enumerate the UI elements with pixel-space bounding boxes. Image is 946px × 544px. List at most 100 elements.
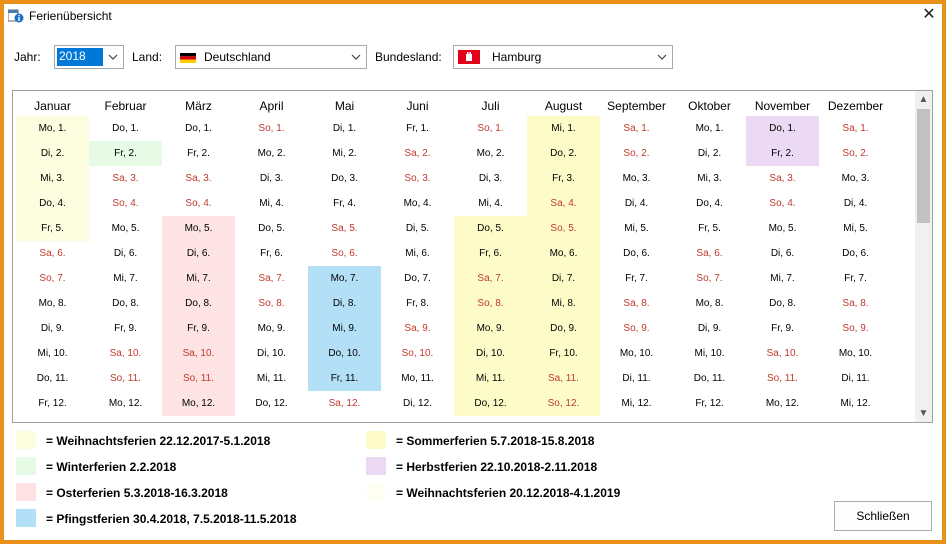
day-cell[interactable]: Fr, 11. (308, 366, 381, 391)
day-cell[interactable]: Di, 11. (622, 373, 651, 384)
day-cell[interactable]: Di, 4. (624, 198, 649, 209)
day-cell[interactable]: Mi, 5. (624, 223, 649, 234)
day-cell[interactable]: Mo, 12. (108, 398, 143, 409)
day-cell[interactable]: So, 2. (623, 148, 650, 159)
scrollbar-thumb[interactable] (917, 109, 930, 223)
day-cell[interactable]: So, 3. (404, 173, 431, 184)
day-cell[interactable]: Mi, 4. (259, 198, 284, 209)
day-cell[interactable]: Mi, 11. (454, 366, 527, 391)
day-cell[interactable]: Mo, 8. (695, 298, 724, 309)
scroll-down-icon[interactable]: ▼ (918, 408, 929, 419)
day-cell[interactable]: Mo, 9. (454, 316, 527, 341)
day-cell[interactable]: Do, 12. (454, 391, 527, 416)
day-cell[interactable]: Do, 9. (527, 316, 600, 341)
day-cell[interactable]: So, 10. (401, 348, 434, 359)
day-cell[interactable]: Do, 8. (162, 291, 235, 316)
day-cell[interactable]: So, 11. (110, 373, 141, 384)
day-cell[interactable]: So, 4. (112, 198, 139, 209)
day-cell[interactable]: Mo, 1. (695, 123, 724, 134)
day-cell[interactable]: Mi, 12. (621, 398, 652, 409)
day-cell[interactable]: So, 11. (767, 373, 798, 384)
day-cell[interactable]: Mo, 9. (257, 323, 286, 334)
day-cell[interactable]: Do, 11. (693, 373, 726, 384)
day-cell[interactable]: Mi, 5. (843, 223, 868, 234)
day-cell[interactable]: Sa, 5. (331, 223, 358, 234)
scroll-up-icon[interactable]: ▲ (918, 94, 929, 105)
day-cell[interactable]: Fr, 8. (406, 298, 429, 309)
day-cell[interactable]: Mi, 7. (113, 273, 138, 284)
day-cell[interactable]: Fr, 1. (406, 123, 429, 134)
day-cell[interactable]: Di, 3. (478, 173, 503, 184)
day-cell[interactable]: So, 12. (527, 391, 600, 416)
day-cell[interactable]: Di, 9. (40, 323, 65, 334)
day-cell[interactable]: Do, 7. (404, 273, 431, 284)
day-cell[interactable]: Sa, 7. (258, 273, 285, 284)
day-cell[interactable]: Sa, 1. (842, 123, 869, 134)
day-cell[interactable]: Do, 8. (112, 298, 139, 309)
day-cell[interactable]: Di, 12. (403, 398, 432, 409)
day-cell[interactable]: Fr, 2. (187, 148, 210, 159)
day-cell[interactable]: Mo, 5. (111, 223, 140, 234)
day-cell[interactable]: So, 8. (258, 298, 285, 309)
day-cell[interactable]: Mi, 12. (840, 398, 871, 409)
day-cell[interactable]: Fr, 2. (89, 141, 162, 166)
day-cell[interactable]: Do, 4. (16, 191, 89, 216)
day-cell[interactable]: Di, 10. (257, 348, 286, 359)
day-cell[interactable]: Mi, 11. (256, 373, 287, 384)
vertical-scrollbar[interactable]: ▲ ▼ (915, 91, 932, 422)
day-cell[interactable]: Mi, 7. (162, 266, 235, 291)
day-cell[interactable]: Mo, 2. (257, 148, 286, 159)
day-cell[interactable]: Di, 6. (770, 248, 795, 259)
day-cell[interactable]: Do, 12. (255, 398, 288, 409)
day-cell[interactable]: Mo, 3. (622, 173, 651, 184)
day-cell[interactable]: Do, 5. (258, 223, 285, 234)
day-cell[interactable]: Do, 8. (769, 298, 796, 309)
day-cell[interactable]: Fr, 12. (695, 398, 724, 409)
day-cell[interactable]: Mo, 8. (38, 298, 67, 309)
day-cell[interactable]: Sa, 4. (527, 191, 600, 216)
close-button[interactable]: Schließen (834, 501, 932, 531)
day-cell[interactable]: Di, 2. (697, 148, 722, 159)
day-cell[interactable]: Fr, 12. (38, 398, 67, 409)
close-icon[interactable]: ✕ (922, 6, 936, 23)
day-cell[interactable]: Mi, 4. (478, 198, 503, 209)
day-cell[interactable]: Do, 4. (696, 198, 723, 209)
day-cell[interactable]: Mi, 10. (37, 348, 68, 359)
day-cell[interactable]: Sa, 8. (623, 298, 650, 309)
day-cell[interactable]: Sa, 9. (404, 323, 431, 334)
day-cell[interactable]: So, 9. (842, 323, 869, 334)
day-cell[interactable]: Mo, 12. (162, 391, 235, 416)
day-cell[interactable]: So, 1. (258, 123, 285, 134)
day-cell[interactable]: Sa, 3. (185, 173, 212, 184)
day-cell[interactable]: So, 1. (477, 123, 504, 134)
day-cell[interactable]: Fr, 6. (454, 241, 527, 266)
day-cell[interactable]: Do, 1. (185, 123, 212, 134)
day-cell[interactable]: Sa, 11. (527, 366, 600, 391)
day-cell[interactable]: Fr, 4. (333, 198, 356, 209)
day-cell[interactable]: Sa, 3. (769, 173, 796, 184)
day-cell[interactable]: So, 6. (331, 248, 358, 259)
day-cell[interactable]: Sa, 12. (328, 398, 361, 409)
day-cell[interactable]: Sa, 1. (623, 123, 650, 134)
day-cell[interactable]: Mi, 2. (332, 148, 357, 159)
day-cell[interactable]: Sa, 10. (109, 348, 142, 359)
day-cell[interactable]: Mo, 11. (401, 373, 434, 384)
day-cell[interactable]: So, 5. (527, 216, 600, 241)
day-cell[interactable]: Di, 7. (527, 266, 600, 291)
day-cell[interactable]: Do, 2. (527, 141, 600, 166)
day-cell[interactable]: Mo, 5. (768, 223, 797, 234)
day-cell[interactable]: Fr, 9. (114, 323, 137, 334)
day-cell[interactable]: Mo, 5. (162, 216, 235, 241)
day-cell[interactable]: Mo, 12. (765, 398, 800, 409)
day-cell[interactable]: Fr, 2. (746, 141, 819, 166)
day-cell[interactable]: Fr, 10. (527, 341, 600, 366)
day-cell[interactable]: Di, 9. (697, 323, 722, 334)
day-cell[interactable]: Di, 4. (843, 198, 868, 209)
day-cell[interactable]: Sa, 6. (39, 248, 66, 259)
day-cell[interactable]: So, 7. (696, 273, 723, 284)
day-cell[interactable]: Do, 1. (746, 116, 819, 141)
day-cell[interactable]: Mo, 4. (403, 198, 432, 209)
year-select[interactable]: 2018 (54, 45, 124, 69)
day-cell[interactable]: Di, 6. (113, 248, 138, 259)
day-cell[interactable]: Do, 1. (112, 123, 139, 134)
